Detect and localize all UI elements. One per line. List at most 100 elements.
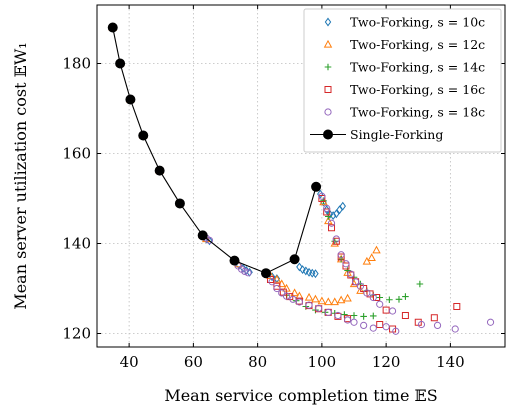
data-point	[312, 269, 319, 279]
single-forking-line	[112, 27, 317, 274]
data-point	[401, 312, 409, 319]
data-point	[343, 316, 352, 324]
axis-ticks: 40 60 80 100 120 140 120 140 160 180	[62, 5, 505, 371]
data-point	[376, 321, 384, 328]
data-point	[356, 286, 365, 294]
data-point	[330, 297, 339, 306]
y-tick-label: 140	[62, 235, 91, 253]
data-point	[115, 58, 126, 69]
data-point	[376, 300, 384, 308]
data-point	[107, 22, 118, 33]
y-tick-label: 180	[62, 55, 91, 73]
data-point	[266, 276, 274, 283]
data-point	[244, 269, 252, 277]
data-point	[332, 237, 340, 245]
data-point	[229, 255, 240, 266]
data-point	[125, 94, 136, 105]
data-point	[315, 304, 323, 312]
data-point	[350, 312, 358, 319]
legend-label: Two-Forking, s = 12c	[350, 37, 485, 52]
data-point	[205, 236, 214, 244]
data-point	[339, 201, 346, 211]
data-point	[318, 195, 326, 202]
data-point	[337, 253, 345, 261]
legend-marker	[322, 129, 333, 140]
data-point	[138, 130, 149, 141]
data-point	[417, 320, 426, 329]
data-point	[327, 219, 336, 227]
x-tick-label: 40	[120, 353, 139, 371]
data-point	[260, 268, 271, 279]
legend-marker	[323, 39, 333, 48]
data-point	[356, 282, 365, 290]
data-point	[174, 198, 185, 209]
data-point	[388, 307, 397, 315]
data-point	[324, 308, 332, 316]
data-point	[296, 262, 303, 272]
legend-box	[303, 8, 502, 153]
data-point	[369, 312, 377, 320]
x-tick-label: 100	[308, 353, 337, 371]
data-point	[342, 262, 350, 270]
data-point	[268, 278, 276, 286]
data-point	[329, 211, 337, 221]
data-point	[318, 192, 326, 200]
data-point	[311, 181, 322, 192]
x-tick-label: 80	[248, 353, 267, 371]
data-point	[289, 254, 300, 265]
legend-marker	[324, 17, 332, 27]
data-point	[392, 327, 400, 335]
legend-label: Single-Forking	[350, 127, 443, 142]
data-point	[386, 296, 393, 304]
data-point	[352, 278, 360, 286]
data-point	[416, 280, 424, 288]
data-point	[395, 296, 403, 303]
data-point	[367, 253, 376, 261]
legend-label: Two-Forking, s = 14c	[350, 60, 485, 75]
data-point	[326, 209, 334, 219]
data-point	[323, 204, 331, 212]
data-point	[295, 298, 303, 306]
data-point	[317, 296, 327, 305]
data-point	[342, 260, 350, 268]
legend-label: Two-Forking, s = 10c	[350, 15, 485, 30]
data-point	[486, 318, 495, 326]
data-point	[360, 313, 367, 320]
data-point	[451, 325, 459, 333]
data-point	[154, 165, 165, 176]
data-point	[324, 297, 333, 306]
legend-label: Two-Forking, s = 18c	[350, 105, 485, 120]
data-point	[241, 267, 249, 275]
data-point	[325, 213, 332, 220]
data-point	[272, 274, 282, 283]
y-tick-label: 120	[62, 325, 91, 343]
legend-marker	[324, 86, 332, 93]
data-point	[273, 282, 281, 290]
data-point	[273, 284, 281, 293]
series-layer	[107, 22, 495, 335]
data-point	[433, 321, 442, 329]
data-point	[299, 265, 306, 275]
data-point	[382, 323, 390, 331]
data-point	[334, 311, 342, 320]
data-point	[363, 289, 371, 297]
data-point	[372, 245, 381, 254]
data-point	[290, 288, 299, 297]
series-6	[107, 22, 322, 279]
data-point	[311, 294, 320, 303]
data-point	[328, 224, 336, 232]
data-point	[360, 321, 368, 329]
data-point	[332, 235, 340, 243]
data-point	[197, 230, 208, 241]
data-point	[282, 292, 291, 300]
y-tick-label: 160	[62, 145, 91, 163]
y-axis-label: Mean server utilization cost 𝔼W₁	[11, 42, 30, 309]
data-point	[372, 294, 380, 301]
data-point	[323, 208, 331, 216]
data-point	[289, 295, 297, 303]
data-point	[305, 301, 313, 309]
data-point	[337, 251, 345, 259]
legend-marker	[324, 108, 332, 116]
series-5	[109, 23, 495, 335]
